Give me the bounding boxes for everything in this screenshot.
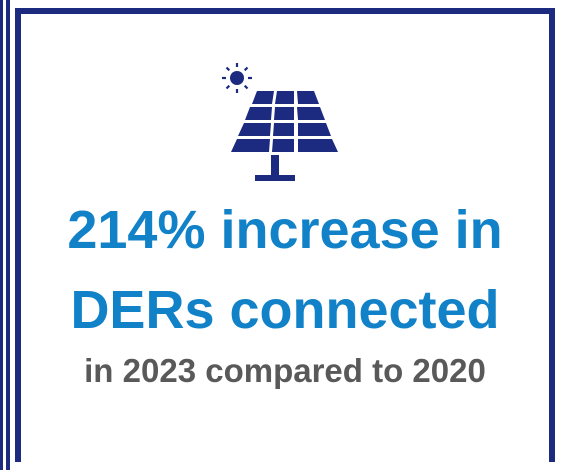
headline-line-2: DERs connected xyxy=(70,280,500,340)
sun-icon xyxy=(222,63,252,93)
headline-line-1: 214% increase in xyxy=(67,200,503,260)
comparison-subline: in 2023 compared to 2020 xyxy=(84,352,486,389)
solar-svg xyxy=(222,63,338,181)
left-edge-bar xyxy=(0,0,10,470)
solar-panel-icon xyxy=(231,91,338,181)
stat-card xyxy=(15,8,555,462)
solar-illustration xyxy=(205,58,345,188)
